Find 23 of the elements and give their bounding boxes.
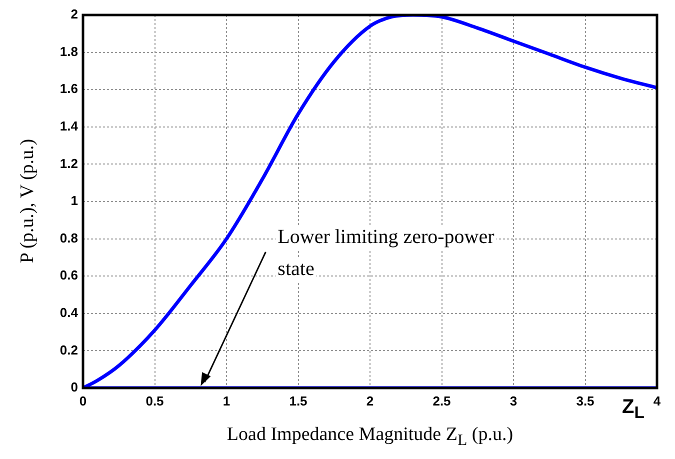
y-tick-label: 1: [70, 193, 78, 208]
y-tick-label: 1.6: [60, 81, 78, 96]
annotation: Lower limiting zero-power state: [278, 226, 495, 280]
x-tick-label: 4: [653, 393, 662, 408]
y-tick-label: 0.2: [60, 342, 78, 358]
y-tick-label: 0.8: [60, 230, 78, 246]
x-tick-label: 2.5: [432, 393, 451, 408]
y-tick-label: 0.6: [60, 268, 78, 283]
y-axis-title: P (p.u.), V (p.u.): [17, 138, 39, 264]
x-tick-label: 3.5: [576, 393, 594, 408]
y-tick-label: 2: [70, 6, 78, 22]
text: Z$_{L}$: [622, 396, 644, 423]
x-tick-label: 3: [510, 393, 518, 408]
y-tick-label: 0: [70, 380, 78, 395]
y-tick-label: 0.4: [60, 304, 79, 320]
x-tick-label: 2: [366, 393, 374, 408]
y-tick-label: 1.4: [60, 118, 79, 134]
x-axis-title: Load Impedance Magnitude Z$_{L}$ (p.u.): [226, 424, 514, 450]
x-tick-label: 0.5: [146, 393, 164, 408]
x-tick-label: 1.5: [289, 393, 308, 408]
x-tick-label: 1: [222, 393, 230, 408]
y-tick-label: 1.8: [60, 44, 78, 59]
y-tick-label: 1.2: [60, 156, 78, 171]
